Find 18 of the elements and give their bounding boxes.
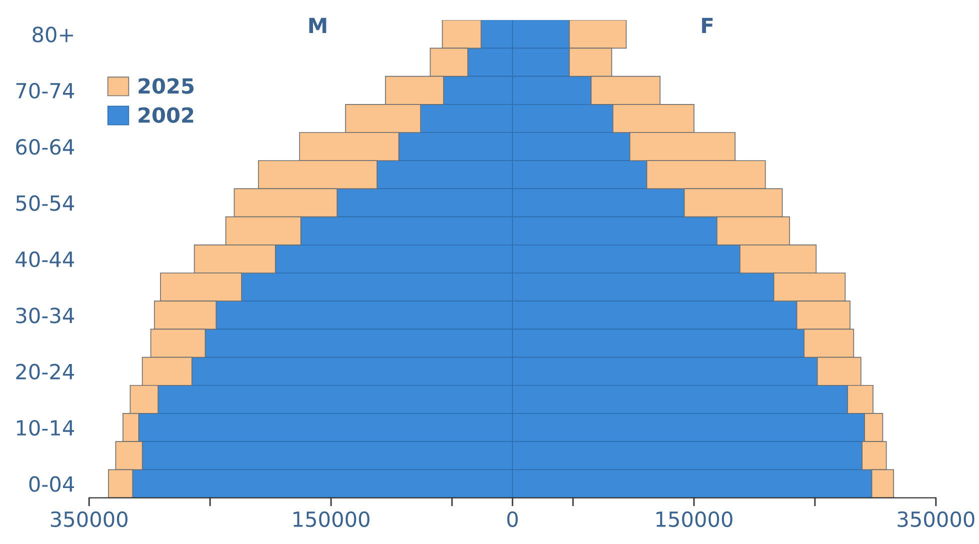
y-tick-label: 60-64: [16, 139, 74, 155]
x-tick-label: 150000: [656, 511, 732, 528]
x-tick-label: 0: [507, 511, 518, 528]
y-tick-label: 50-54: [16, 195, 74, 211]
y-tick-label: 0-04: [29, 476, 74, 492]
y-tick-label: 80+: [32, 26, 73, 42]
legend-label: 2002: [138, 107, 194, 123]
y-tick-label: 30-34: [16, 308, 74, 324]
y-tick-label: 10-14: [16, 420, 74, 436]
y-tick-label: 70-74: [16, 82, 74, 99]
legend-label: 2025: [138, 78, 194, 94]
x-tick-label: 350000: [50, 511, 128, 528]
x-tick-label: 350000: [898, 511, 974, 528]
annotation: M: [309, 18, 326, 34]
y-tick-label: 40-44: [16, 251, 74, 268]
y-tick-label: 20-24: [16, 364, 74, 380]
annotation: F: [702, 18, 713, 34]
x-tick-label: 150000: [294, 511, 370, 528]
